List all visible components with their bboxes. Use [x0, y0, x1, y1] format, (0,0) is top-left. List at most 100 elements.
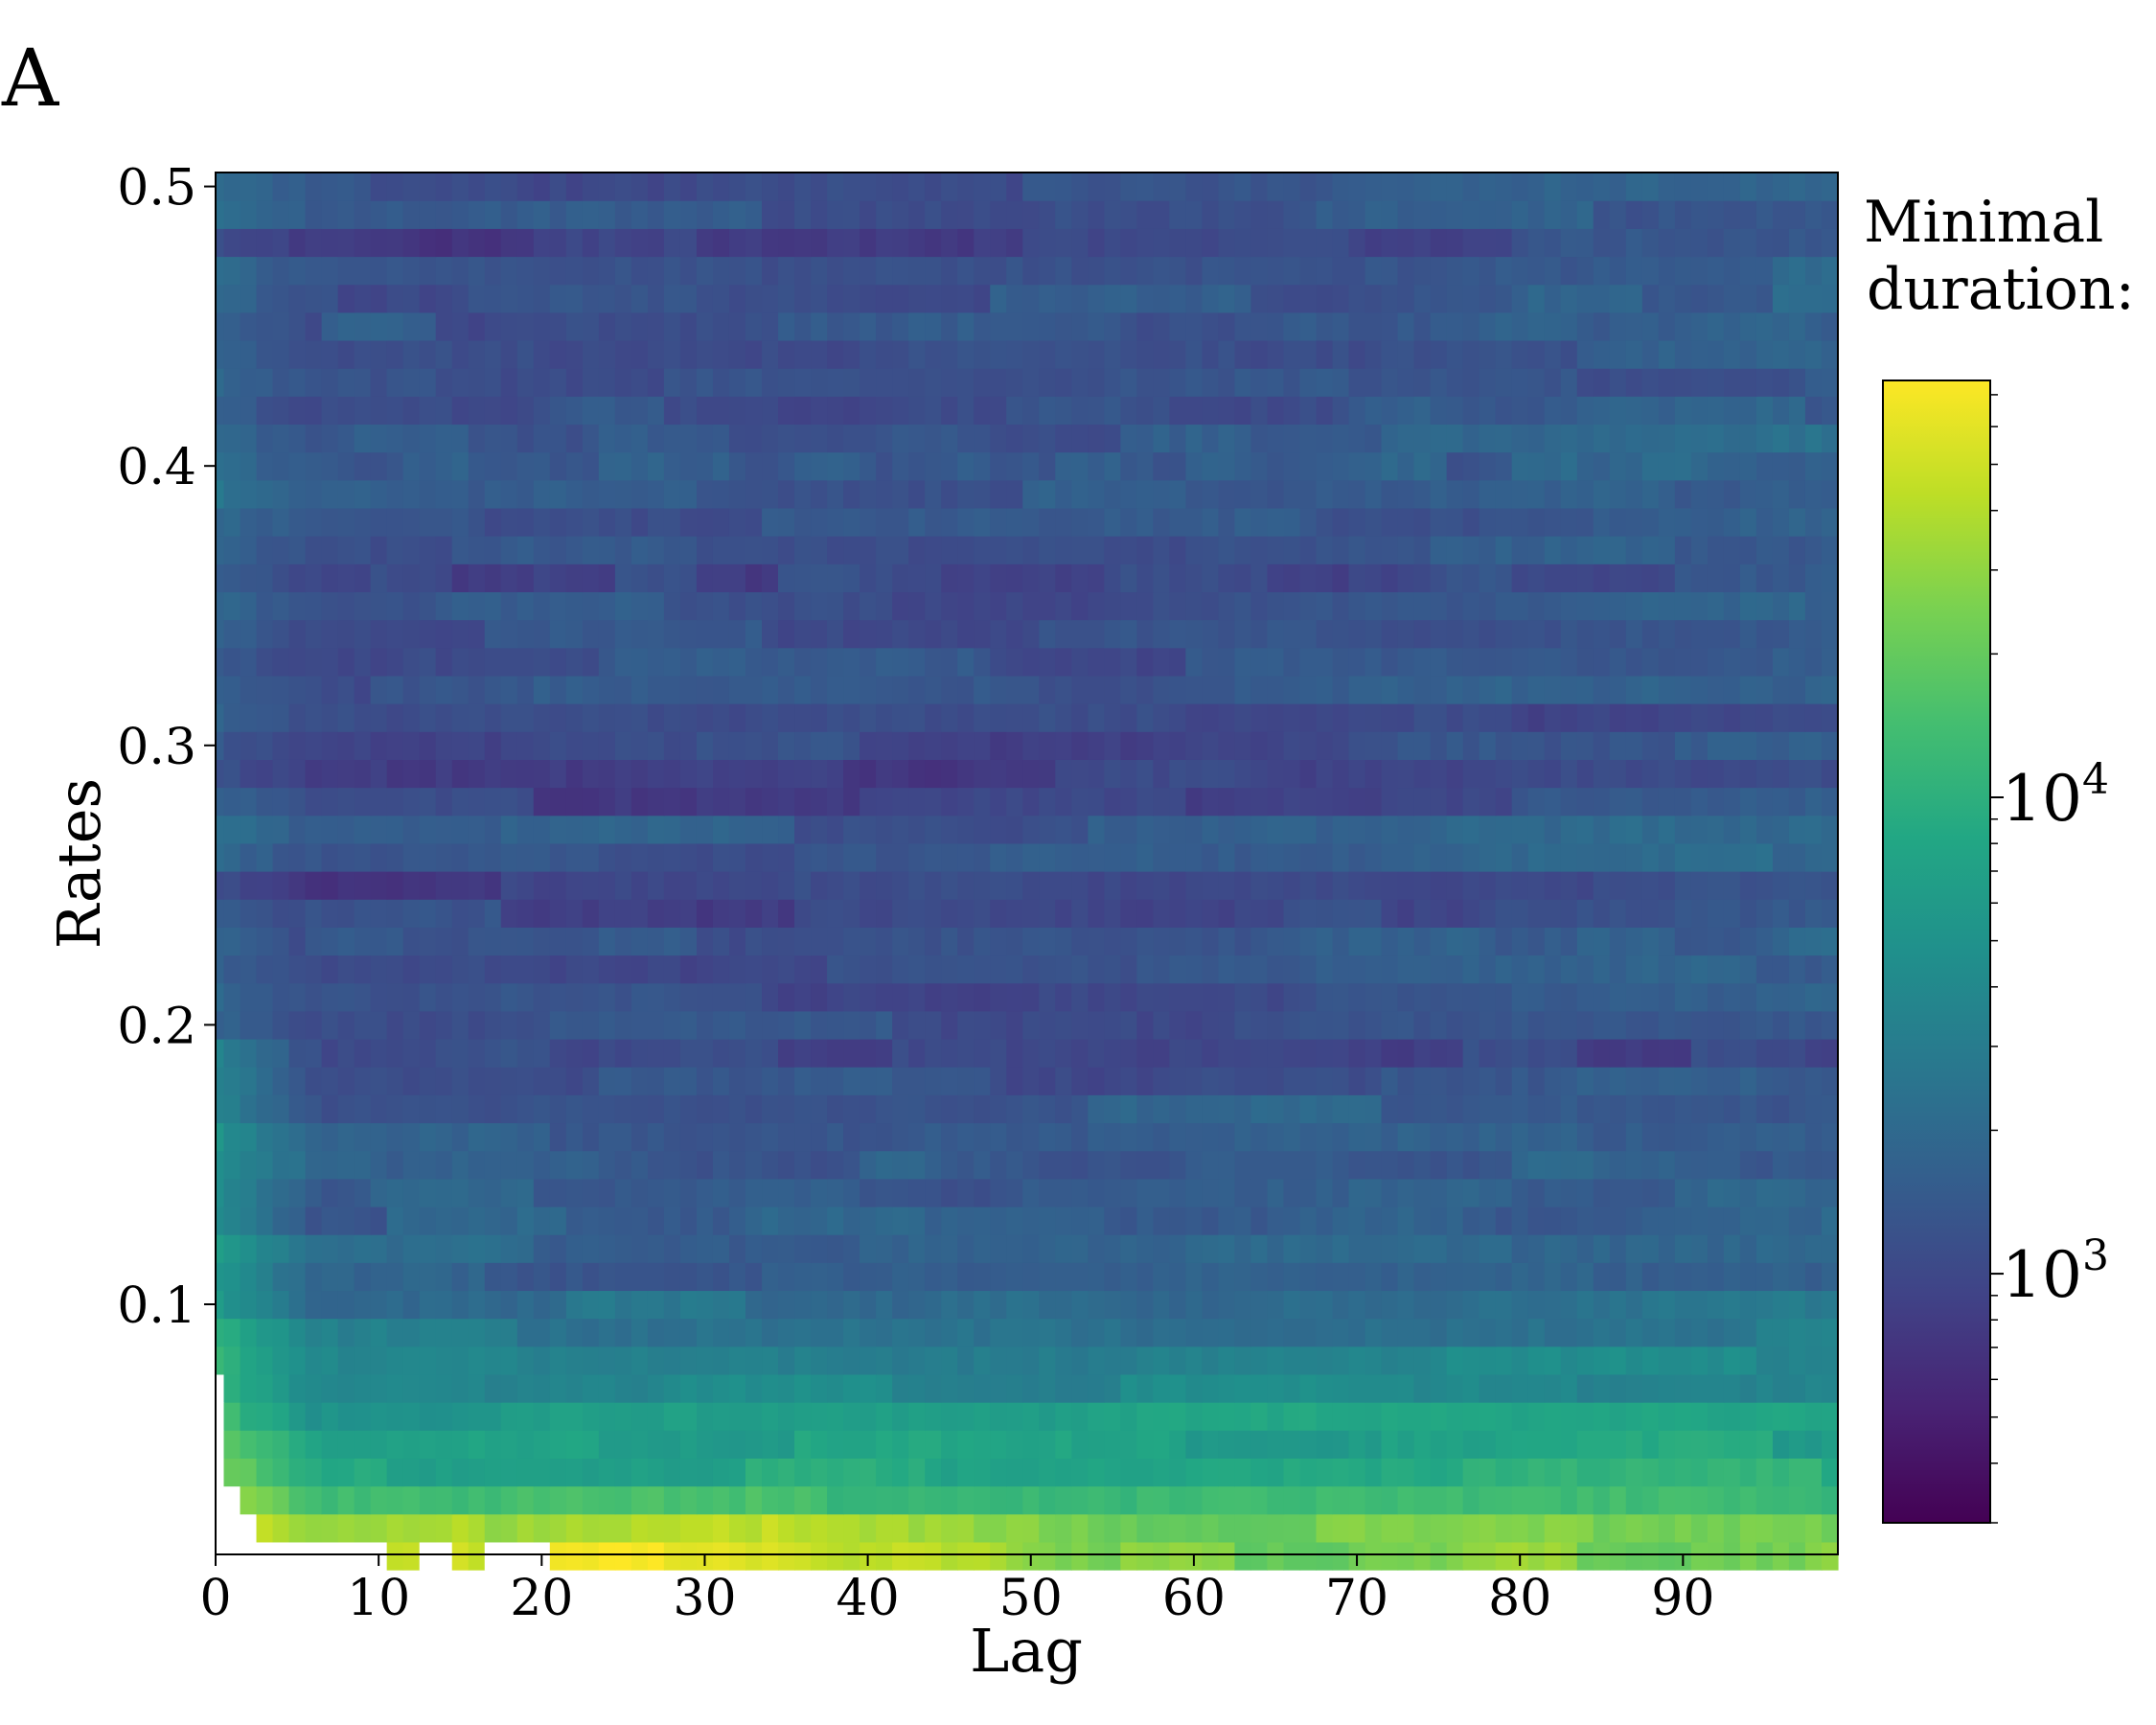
heatmap-cell: [876, 759, 893, 789]
heatmap-cell: [1462, 1067, 1480, 1095]
heatmap-cell: [614, 1318, 632, 1347]
heatmap-cell: [240, 172, 258, 201]
heatmap-cell: [1723, 256, 1741, 286]
heatmap-cell: [1120, 1067, 1137, 1095]
heatmap-cell: [1755, 815, 1774, 844]
heatmap-cell: [1511, 396, 1529, 426]
heatmap-cell: [1055, 256, 1072, 286]
heatmap-cell: [811, 479, 828, 509]
heatmap-cell: [1088, 1346, 1105, 1375]
heatmap-cell: [533, 284, 551, 313]
heatmap-cell: [1674, 172, 1692, 201]
heatmap-cell: [614, 311, 632, 341]
heatmap-cell: [1804, 424, 1823, 453]
heatmap-cell: [1658, 1067, 1676, 1095]
heatmap-cell: [1788, 675, 1806, 704]
heatmap-cell: [1593, 256, 1611, 286]
heatmap-cell: [957, 619, 975, 649]
heatmap-cell: [419, 1485, 437, 1515]
heatmap-cell: [288, 759, 307, 789]
heatmap-cell: [1495, 1038, 1513, 1068]
heatmap-cell: [1446, 1206, 1464, 1235]
heatmap-cell: [288, 1318, 307, 1347]
heatmap-cell: [1397, 228, 1415, 258]
heatmap-cell: [1332, 1038, 1350, 1068]
heatmap-cell: [1495, 703, 1513, 732]
heatmap-cell: [1022, 451, 1040, 481]
heatmap-cell: [419, 1346, 437, 1375]
heatmap-cell: [1430, 1513, 1448, 1543]
heatmap-cell: [745, 759, 763, 789]
heatmap-cell: [892, 451, 909, 481]
heatmap-cell: [1739, 1262, 1757, 1292]
heatmap-cell: [1462, 647, 1480, 677]
heatmap-cell: [240, 927, 258, 956]
heatmap-cell: [1055, 731, 1072, 760]
heatmap-cell: [288, 1067, 307, 1095]
heatmap-cell: [876, 1485, 893, 1515]
heatmap-cell: [1707, 339, 1725, 369]
heatmap-cell: [337, 564, 356, 593]
heatmap-cell: [1218, 675, 1236, 704]
heatmap-cell: [1690, 759, 1709, 789]
heatmap-cell: [1755, 368, 1774, 397]
heatmap-cell: [1723, 647, 1741, 677]
heatmap-cell: [647, 1290, 665, 1320]
heatmap-cell: [1088, 591, 1105, 621]
heatmap-cell: [533, 451, 551, 481]
heatmap-cell: [1071, 507, 1089, 537]
heatmap-cell: [712, 284, 730, 313]
heatmap-cell: [1658, 675, 1676, 704]
heatmap-cell: [1430, 1402, 1448, 1431]
heatmap-cell: [941, 1346, 958, 1375]
heatmap-cell: [925, 1206, 942, 1235]
heatmap-cell: [1593, 424, 1611, 453]
heatmap-cell: [1153, 731, 1170, 760]
heatmap-cell: [631, 1485, 649, 1515]
heatmap-cell: [1283, 1346, 1301, 1375]
heatmap-cell: [1039, 1122, 1056, 1152]
heatmap-cell: [1821, 982, 1839, 1012]
heatmap-cell: [647, 787, 665, 816]
heatmap-cell: [860, 591, 877, 621]
heatmap-cell: [1560, 1122, 1578, 1152]
heatmap-cell: [1788, 507, 1806, 537]
heatmap-cell: [1495, 1541, 1513, 1571]
heatmap-cell: [663, 1346, 681, 1375]
heatmap-cell: [1772, 1067, 1790, 1095]
heatmap-cell: [1169, 1485, 1186, 1515]
heatmap-cell: [1495, 982, 1513, 1012]
heatmap-cell: [549, 703, 567, 732]
heatmap-cell: [1723, 675, 1741, 704]
heatmap-cell: [354, 1178, 372, 1208]
heatmap-cell: [1821, 1150, 1839, 1180]
heatmap-cell: [549, 1122, 567, 1152]
heatmap-cell: [1723, 1038, 1741, 1068]
heatmap-cell: [1381, 703, 1399, 732]
heatmap-cell: [370, 368, 388, 397]
heatmap-cell: [484, 871, 502, 900]
heatmap-cell: [1576, 284, 1594, 313]
heatmap-cell: [1788, 1541, 1806, 1571]
heatmap-cell: [908, 982, 926, 1012]
heatmap-cell: [337, 284, 356, 313]
heatmap-cell: [1511, 619, 1529, 649]
heatmap-cell: [712, 339, 730, 369]
heatmap-cell: [1088, 284, 1105, 313]
heatmap-cell: [1283, 1430, 1301, 1459]
heatmap-cell: [223, 954, 241, 984]
heatmap-cell: [337, 1373, 356, 1403]
heatmap-cell: [1723, 451, 1741, 481]
heatmap-cell: [1267, 703, 1285, 732]
heatmap-cell: [1153, 1010, 1170, 1040]
heatmap-cell: [1055, 1458, 1072, 1487]
heatmap-cell: [272, 759, 290, 789]
heatmap-cell: [500, 842, 518, 872]
heatmap-cell: [1348, 954, 1366, 984]
heatmap-cell: [1267, 1150, 1285, 1180]
heatmap-cell: [1202, 1430, 1220, 1459]
heatmap-cell: [1104, 564, 1121, 593]
heatmap-cell: [876, 172, 893, 201]
heatmap-cell: [223, 256, 241, 286]
heatmap-cell: [354, 871, 372, 900]
